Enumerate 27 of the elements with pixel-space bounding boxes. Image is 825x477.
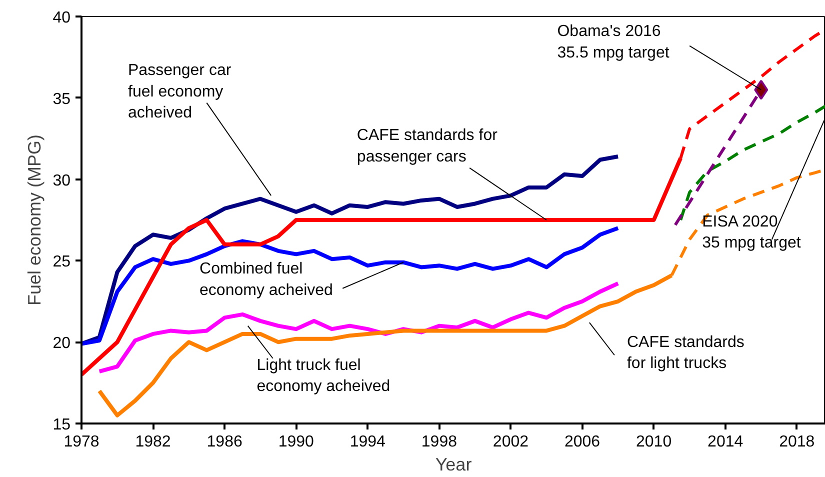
y-tick-label: 25 <box>52 254 71 271</box>
x-tick-label: 2018 <box>779 434 815 450</box>
y-axis-title: Fuel economy (MPG) <box>24 134 45 306</box>
x-tick-label: 1998 <box>421 434 458 450</box>
x-tick-label: 1982 <box>135 434 171 450</box>
annotation: Combined fuel economy acheived <box>200 260 333 299</box>
x-tick-label: 1978 <box>64 434 100 450</box>
annotation: EISA 2020 35 mpg target <box>702 213 802 252</box>
annotation: CAFE standards for passenger cars <box>356 127 498 166</box>
x-tick-label: 1986 <box>206 434 242 450</box>
x-tick-label: 2002 <box>492 434 529 450</box>
y-tick-label: 40 <box>52 10 71 26</box>
y-tick-label: 20 <box>52 335 71 352</box>
x-tick-label: 2006 <box>564 434 600 450</box>
x-tick-label: 2010 <box>636 434 672 450</box>
y-tick-label: 30 <box>52 172 71 190</box>
y-tick-label: 35 <box>52 90 71 108</box>
x-tick-label: 1990 <box>278 434 314 450</box>
line-series <box>82 226 620 346</box>
annotation: CAFE standards for light trucks <box>626 334 744 372</box>
annotation: Light truck fuel economy acheived <box>256 356 390 395</box>
y-tick-label: 15 <box>52 416 71 434</box>
x-tick-label: 2014 <box>708 434 744 450</box>
annotation: Passenger car fuel economy acheived <box>128 62 232 122</box>
x-tick-label: 1994 <box>350 434 386 450</box>
x-axis-title: Year <box>435 454 472 474</box>
annotation: Obama's 2016 35.5 mpg target <box>557 23 670 62</box>
